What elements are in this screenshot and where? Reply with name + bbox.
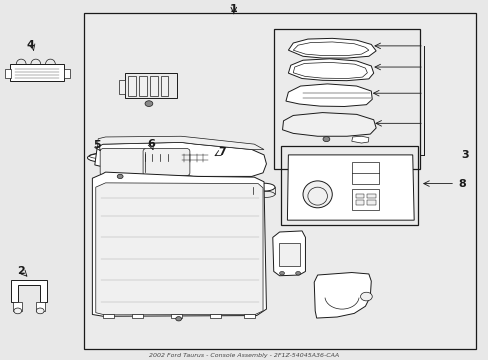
Bar — [366, 200, 375, 205]
Bar — [281, 146, 417, 225]
Bar — [83, 13, 475, 348]
Text: 8: 8 — [457, 179, 465, 189]
Bar — [103, 314, 114, 318]
Bar — [160, 76, 168, 96]
Text: 2002 Ford Taurus - Console Assembly - 2F1Z-54045A36-CAA: 2002 Ford Taurus - Console Assembly - 2F… — [149, 352, 339, 357]
Bar — [132, 314, 143, 318]
Bar — [119, 80, 124, 94]
Bar — [36, 302, 44, 311]
Bar — [171, 314, 182, 318]
Polygon shape — [96, 183, 263, 315]
Circle shape — [145, 101, 153, 107]
Text: 1: 1 — [229, 4, 237, 14]
Bar — [355, 200, 364, 205]
Text: 2: 2 — [17, 266, 25, 276]
Circle shape — [279, 271, 284, 275]
Circle shape — [14, 308, 21, 314]
Bar — [273, 30, 419, 169]
Ellipse shape — [252, 183, 274, 191]
Circle shape — [36, 308, 44, 314]
Circle shape — [117, 174, 123, 179]
Polygon shape — [282, 113, 375, 136]
Polygon shape — [288, 39, 375, 58]
Circle shape — [323, 136, 329, 141]
Circle shape — [295, 271, 300, 275]
FancyBboxPatch shape — [176, 150, 213, 165]
Bar — [244, 314, 255, 318]
Polygon shape — [314, 273, 370, 318]
Circle shape — [175, 317, 181, 321]
Polygon shape — [11, 280, 46, 302]
Circle shape — [360, 292, 371, 301]
Bar — [139, 76, 147, 96]
Bar — [150, 76, 158, 96]
Bar — [4, 69, 11, 78]
Bar — [351, 162, 378, 184]
Ellipse shape — [87, 153, 122, 162]
Bar — [128, 76, 136, 96]
Ellipse shape — [139, 152, 174, 163]
Polygon shape — [351, 136, 368, 143]
Bar — [355, 194, 364, 198]
Polygon shape — [97, 136, 264, 149]
Text: 3: 3 — [461, 150, 468, 160]
Bar — [210, 314, 221, 318]
Circle shape — [191, 166, 197, 170]
Polygon shape — [95, 142, 266, 176]
Text: 7: 7 — [218, 147, 226, 157]
Polygon shape — [288, 59, 373, 81]
Bar — [351, 189, 378, 211]
Polygon shape — [285, 84, 371, 107]
Bar — [124, 73, 177, 98]
Text: 6: 6 — [146, 139, 155, 149]
FancyBboxPatch shape — [143, 148, 189, 176]
Bar — [64, 69, 70, 78]
Text: 4: 4 — [27, 40, 35, 50]
Bar — [10, 64, 64, 81]
Bar — [278, 243, 300, 266]
Bar — [366, 194, 375, 198]
Bar — [13, 302, 22, 311]
Polygon shape — [272, 231, 305, 276]
Text: 5: 5 — [93, 140, 101, 150]
FancyBboxPatch shape — [100, 148, 147, 176]
Polygon shape — [92, 172, 266, 316]
Polygon shape — [287, 155, 413, 220]
Ellipse shape — [303, 181, 331, 208]
